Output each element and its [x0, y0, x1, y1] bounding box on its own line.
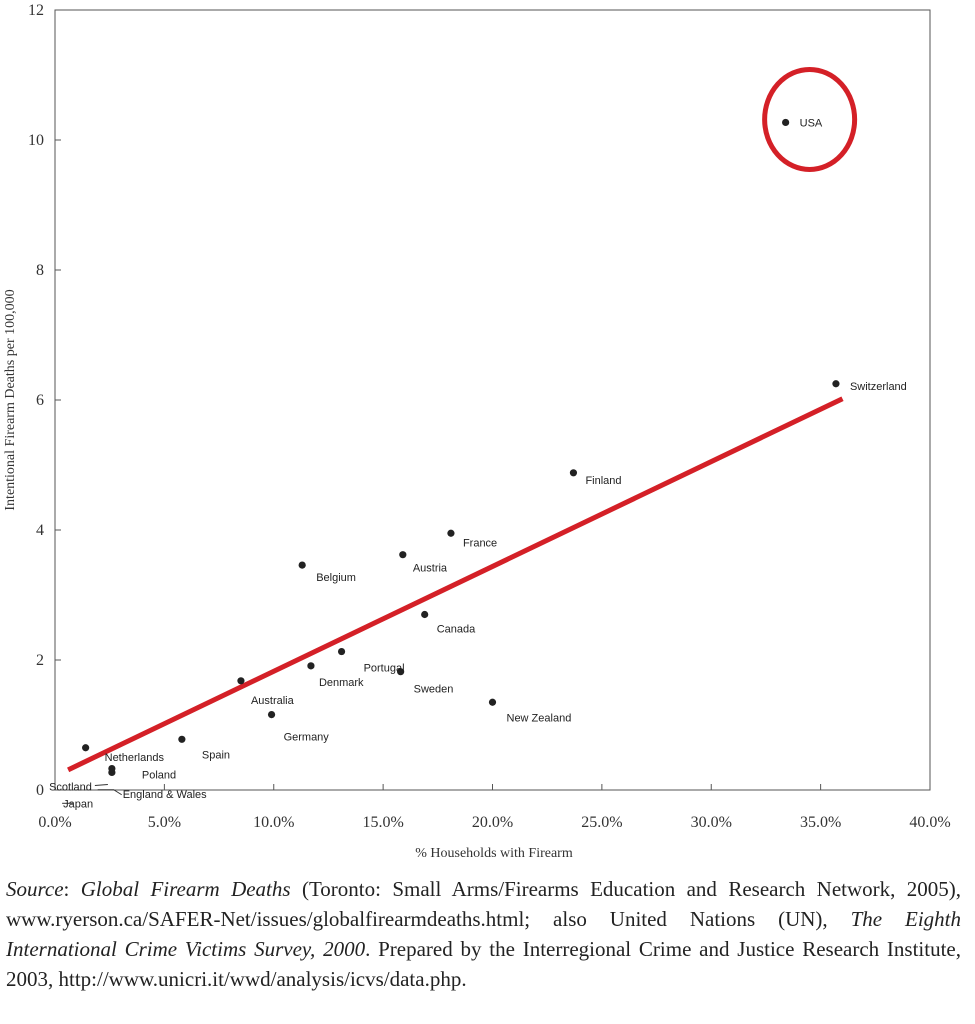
point-portugal	[337, 647, 346, 656]
x-tick-label: 10.0%	[253, 814, 294, 831]
point-sweden	[397, 668, 405, 676]
point-finland	[569, 469, 578, 477]
point-belgium	[298, 561, 306, 569]
label-portugal: Portugal	[364, 663, 405, 675]
x-tick-label: 20.0%	[472, 814, 513, 831]
usa-highlight-circle	[762, 66, 858, 172]
point-labels: USA Switzerland Finland France Austria Belgiu…	[49, 117, 907, 810]
x-tick-label: 35.0%	[800, 814, 841, 831]
y-axis-label: Intentional Firearm Deaths per 100,000	[3, 289, 18, 510]
source-title-1: Global Firearm Deaths	[80, 877, 291, 901]
label-australia: Australia	[251, 695, 295, 707]
point-netherlands	[82, 744, 90, 752]
source-title-2: The Eighth International Crime Victims S…	[6, 907, 962, 961]
y-tick-label: 10	[28, 132, 44, 149]
point-usa	[782, 118, 790, 127]
label-sweden: Sweden	[414, 684, 454, 696]
label-france: France	[463, 537, 497, 549]
y-tick-label: 4	[36, 522, 44, 539]
point-germany	[267, 711, 276, 719]
y-tick-label: 6	[36, 392, 44, 409]
label-scotland: Scotland	[49, 781, 92, 793]
label-finland: Finland	[585, 475, 621, 487]
label-denmark: Denmark	[319, 677, 364, 689]
point-austria	[399, 551, 407, 559]
point-switzerland	[832, 380, 840, 388]
y-tick-label: 12	[28, 2, 44, 19]
x-axis-ticks: 0.0% 5.0% 10.0% 15.0% 20.0% 25.0% 30.0% 35.0% 40…	[38, 784, 951, 831]
y-tick-label: 2	[36, 652, 44, 669]
point-australia	[237, 677, 245, 685]
x-tick-label: 30.0%	[691, 814, 732, 831]
x-tick-label: 15.0%	[362, 814, 403, 831]
label-switzerland: Switzerland	[850, 381, 907, 393]
y-tick-label: 0	[36, 782, 44, 799]
point-new-zealand	[488, 698, 497, 706]
point-spain	[178, 735, 186, 743]
label-poland: Poland	[142, 770, 176, 782]
label-germany: Germany	[284, 732, 330, 744]
y-axis-ticks: 0 2 4 6 8 10 12	[28, 2, 61, 799]
label-japan: Japan	[63, 798, 93, 810]
label-belgium: Belgium	[316, 572, 356, 584]
point-france	[447, 529, 455, 537]
x-tick-label: 40.0%	[909, 814, 950, 831]
source-text-1: (Toronto: Small Arms/Firearms Education …	[6, 877, 961, 931]
point-scotland	[108, 768, 116, 777]
source-prefix: Source	[6, 877, 64, 901]
data-points	[82, 118, 840, 777]
scatter-chart: 0 2 4 6 8 10 12 0.0% 5.0% 10.0% 15.0% 20.0% 25.0% 30…	[3, 2, 951, 861]
y-tick-label: 8	[36, 262, 44, 279]
label-england-wales: England & Wales	[123, 789, 207, 801]
source-note: Source: Global Firearm Deaths (Toronto: …	[6, 877, 962, 991]
leader-line	[97, 789, 122, 796]
label-netherlands: Netherlands	[105, 752, 165, 764]
leader-line	[94, 783, 108, 786]
trend-line	[67, 396, 844, 773]
x-tick-label: 0.0%	[38, 814, 71, 831]
x-tick-label: 5.0%	[148, 814, 181, 831]
label-canada: Canada	[437, 624, 476, 636]
x-tick-label: 25.0%	[581, 814, 622, 831]
point-denmark	[307, 662, 315, 670]
source-text-2: . Prepared by the Interregional Crime an…	[6, 937, 961, 991]
label-spain: Spain	[202, 749, 230, 761]
x-axis-label: % Households with Firearm	[415, 846, 573, 861]
point-canada	[421, 610, 429, 619]
label-austria: Austria	[413, 563, 448, 575]
label-usa: USA	[800, 117, 823, 129]
label-new-zealand: New Zealand	[507, 712, 572, 724]
label-leader-lines	[62, 783, 122, 804]
